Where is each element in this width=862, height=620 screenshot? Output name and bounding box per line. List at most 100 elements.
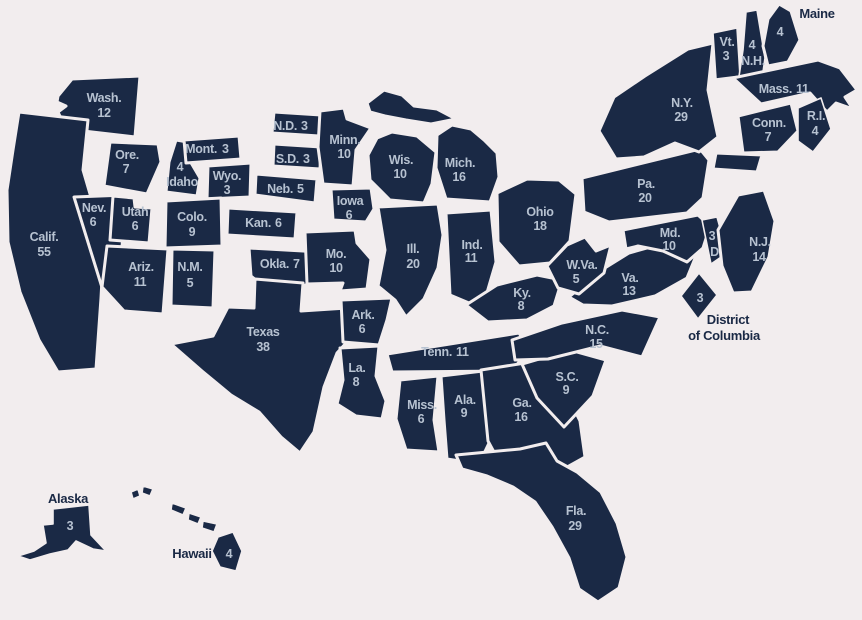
nebraska-shape[interactable]	[253, 172, 319, 205]
north-carolina-label: N.C.	[585, 323, 609, 337]
pennsylvania-label: Pa.	[637, 177, 655, 191]
state-kansas: Kan. 6	[225, 206, 299, 241]
alabama-votes: 9	[461, 406, 468, 420]
new-mexico-label: N.M.	[177, 260, 202, 274]
alaska-shape[interactable]	[17, 504, 107, 561]
hawaii-shape[interactable]	[130, 485, 243, 572]
state-south-dakota: S.D. 3	[271, 142, 323, 171]
new-hampshire-votes: 4	[749, 38, 756, 52]
state-mississippi: Miss. 6	[394, 374, 441, 454]
state-vermont: Vt. 3	[712, 27, 741, 80]
kansas-votes: 6	[275, 216, 282, 230]
montana-shape[interactable]	[182, 134, 243, 165]
state-indiana: Ind. 11	[444, 208, 498, 305]
ohio-label: Ohio	[526, 205, 554, 219]
maryland-shape[interactable]	[621, 213, 712, 264]
wyoming-shape[interactable]	[205, 161, 253, 201]
nevada-votes: 6	[90, 215, 97, 229]
massachusetts-shape[interactable]	[731, 58, 859, 114]
florida-shape[interactable]	[454, 441, 629, 604]
state-wisconsin: Wis. 10	[366, 130, 438, 205]
state-district-of-columbia: 3 District of Columbia	[680, 272, 761, 343]
texas-shape[interactable]	[169, 277, 359, 455]
ohio-shape[interactable]	[495, 177, 578, 268]
state-rhode-island: R.I. 4	[797, 97, 832, 153]
new-mexico-shape[interactable]	[169, 247, 217, 310]
wyoming-votes: 3	[224, 183, 231, 197]
state-alaska: Alaska 3	[17, 491, 107, 561]
texas-votes: 38	[256, 340, 270, 354]
arizona-label: Ariz.	[128, 260, 154, 274]
tennessee-label: Tenn.	[421, 345, 452, 359]
oregon-shape[interactable]	[102, 140, 163, 196]
rhode-island-shape[interactable]	[797, 97, 832, 153]
vermont-votes: 3	[723, 49, 730, 63]
nebraska-label: Neb.	[267, 182, 293, 196]
state-pennsylvania: Pa. 20	[580, 147, 711, 224]
state-california: Calif. 55	[5, 110, 106, 374]
arkansas-shape[interactable]	[339, 296, 394, 347]
arizona-votes: 11	[134, 275, 147, 289]
colorado-shape[interactable]	[163, 196, 224, 250]
utah-shape[interactable]	[108, 194, 154, 245]
arizona-shape[interactable]	[100, 244, 170, 316]
state-massachusetts: Mass. 11	[731, 58, 859, 114]
utah-label: Utah	[122, 205, 149, 219]
state-missouri: Mo. 10	[303, 228, 373, 293]
montana-votes: 3	[222, 142, 229, 156]
district-of-columbia-shape[interactable]	[680, 272, 718, 320]
state-louisiana: La. 8	[335, 344, 388, 421]
mississippi-shape[interactable]	[394, 374, 441, 454]
louisiana-label: La.	[348, 361, 365, 375]
iowa-votes: 6	[346, 208, 353, 222]
missouri-shape[interactable]	[303, 228, 373, 293]
wisconsin-shape[interactable]	[366, 130, 438, 205]
virginia-shape[interactable]	[567, 242, 698, 308]
state-arizona: Ariz. 11	[100, 244, 170, 316]
connecticut-votes: 7	[765, 130, 772, 144]
state-maine: 4 Maine	[761, 2, 835, 68]
state-virginia: Va. 13	[567, 242, 698, 308]
state-new-hampshire: 4 N.H.	[737, 9, 766, 87]
maine-label: Maine	[799, 6, 834, 21]
rhode-island-label: R.I.	[807, 109, 825, 123]
michigan-shape[interactable]	[365, 88, 501, 204]
north-carolina-shape[interactable]	[510, 308, 662, 362]
district-of-columbia-votes: 3	[697, 291, 704, 305]
connecticut-shape[interactable]	[736, 101, 800, 155]
oklahoma-votes: 7	[293, 257, 300, 271]
new-jersey-shape[interactable]	[716, 188, 777, 295]
utah-votes: 6	[132, 219, 139, 233]
illinois-shape[interactable]	[376, 202, 445, 319]
alaska-votes: 3	[67, 519, 74, 533]
state-michigan: Mich. 16	[365, 88, 501, 204]
state-wyoming: Wyo. 3	[205, 161, 253, 201]
kansas-shape[interactable]	[225, 206, 299, 241]
massachusetts-votes: 11	[796, 82, 809, 96]
louisiana-votes: 8	[353, 375, 360, 389]
rhode-island-votes: 4	[812, 124, 819, 138]
idaho-shape[interactable]	[164, 138, 202, 198]
state-texas: Texas 38	[169, 277, 359, 455]
state-nebraska: Neb. 5	[253, 172, 319, 205]
hawaii-votes: 4	[226, 547, 233, 561]
georgia-votes: 16	[514, 410, 528, 424]
california-shape[interactable]	[5, 110, 106, 374]
kentucky-shape[interactable]	[464, 273, 564, 324]
iowa-shape[interactable]	[329, 186, 376, 224]
florida-label: Fla.	[566, 504, 586, 518]
vermont-label: Vt.	[719, 35, 734, 49]
california-label: Calif.	[30, 230, 59, 244]
new-mexico-votes: 5	[187, 276, 194, 290]
west-virginia-shape[interactable]	[545, 235, 613, 296]
oregon-label: Ore.	[115, 148, 139, 162]
montana-label: Mont.	[185, 142, 217, 156]
connecticut-label: Conn.	[752, 116, 786, 130]
new-jersey-label: N.J.	[749, 235, 771, 249]
iowa-label: Iowa	[337, 194, 365, 208]
louisiana-shape[interactable]	[335, 344, 388, 421]
maine-shape[interactable]	[761, 2, 802, 68]
minnesota-shape[interactable]	[316, 106, 373, 188]
colorado-votes: 9	[189, 225, 196, 239]
state-new-jersey: N.J. 14	[716, 188, 777, 295]
